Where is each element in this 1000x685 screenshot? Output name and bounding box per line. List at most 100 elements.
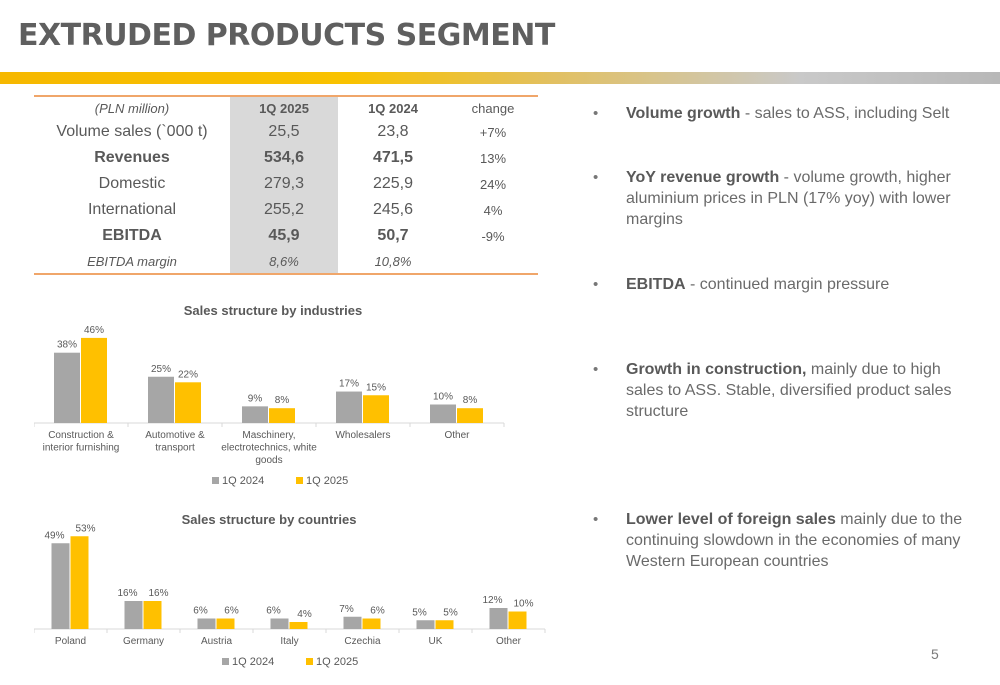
bullet-text: EBITDA - continued margin pressure	[626, 274, 971, 295]
slide-title: EXTRUDED PRODUCTS SEGMENT	[18, 18, 555, 53]
data-label: 53%	[75, 523, 95, 534]
data-label: 46%	[84, 325, 104, 336]
data-label: 16%	[148, 588, 168, 599]
category-label: Automotive &	[145, 430, 205, 441]
category-label: Poland	[55, 636, 86, 647]
bar-1q2024	[197, 618, 216, 629]
legend-swatch	[212, 477, 219, 484]
legend-swatch	[306, 658, 313, 665]
header-unit: (PLN million)	[34, 95, 230, 119]
bullet-heading: EBITDA	[626, 276, 686, 293]
bullet-symbol: •	[593, 511, 599, 528]
data-label: 4%	[297, 609, 312, 620]
table-row: EBITDA margin 8,6% 10,8%	[34, 249, 538, 275]
header-1q2025: 1Q 2025	[230, 95, 338, 119]
bullet-text: YoY revenue growth - volume growth, high…	[626, 167, 971, 230]
legend-label: 1Q 2024	[232, 656, 274, 668]
cell-1q2025: 255,2	[230, 197, 338, 223]
bullet-symbol: •	[593, 361, 599, 378]
category-label: UK	[429, 636, 443, 647]
category-label: Italy	[280, 636, 298, 647]
category-label: Construction &	[48, 430, 114, 441]
accent-band	[0, 72, 1000, 84]
bar-1q2024	[270, 618, 289, 629]
bullet-body: - sales to ASS, including Selt	[740, 105, 950, 122]
cell-1q2024: 10,8%	[338, 249, 448, 275]
data-label: 5%	[412, 607, 427, 618]
bullet-text: Lower level of foreign sales mainly due …	[626, 509, 971, 572]
row-label: EBITDA	[102, 227, 162, 244]
category-label: electrotechnics, white	[221, 443, 317, 454]
cell-1q2025: 25,5	[230, 119, 338, 145]
bar-1q2025	[143, 601, 162, 629]
cell-1q2025: 279,3	[230, 171, 338, 197]
bullet-text: Volume growth - sales to ASS, including …	[626, 103, 971, 124]
table-row: Volume sales (`000 t) 25,5 23,8 +7%	[34, 119, 538, 145]
data-label: 16%	[117, 588, 137, 599]
bar-1q2024	[148, 376, 174, 423]
bar-1q2025	[435, 620, 454, 629]
bar-1q2025	[457, 408, 483, 423]
row-label: Volume sales (`000 t)	[56, 123, 208, 140]
header-change: change	[448, 95, 538, 119]
table-row: International 255,2 245,6 4%	[34, 197, 538, 223]
cell-change: 13%	[479, 150, 507, 166]
category-label: Austria	[201, 636, 233, 647]
industries-chart: Sales structure by industries 38% 46% Const…	[34, 303, 505, 487]
bullet-body: - volume growth, higher aluminium prices…	[626, 169, 951, 228]
cell-1q2024: 23,8	[377, 123, 409, 140]
bullet-body: - continued margin pressure	[685, 276, 890, 293]
bar-1q2025	[70, 536, 89, 629]
table-row: EBITDA 45,9 50,7 -9%	[34, 223, 538, 249]
bar-1q2024	[336, 391, 362, 423]
legend-label: 1Q 2024	[222, 475, 264, 487]
bar-1q2024	[489, 608, 508, 629]
bar-1q2025	[269, 408, 295, 423]
data-label: 49%	[44, 530, 64, 541]
row-label: Revenues	[94, 149, 170, 166]
bar-1q2025	[216, 618, 235, 629]
row-label: Domestic	[98, 175, 166, 192]
category-label: goods	[255, 455, 282, 466]
legend-swatch	[222, 658, 229, 665]
cell-change: +7%	[479, 124, 507, 140]
bar-1q2024	[54, 352, 80, 423]
data-label: 5%	[443, 607, 458, 618]
category-label: Other	[444, 430, 470, 441]
bullet-symbol: •	[593, 276, 599, 293]
data-label: 25%	[151, 364, 171, 375]
data-label: 7%	[339, 604, 354, 615]
row-label: International	[87, 201, 177, 218]
category-label: interior furnishing	[43, 443, 120, 454]
data-label: 17%	[339, 379, 359, 390]
legend-label: 1Q 2025	[316, 656, 358, 668]
cell-1q2025: 534,6	[230, 145, 338, 171]
data-label: 9%	[248, 393, 263, 404]
data-label: 6%	[266, 606, 281, 617]
cell-change: 4%	[483, 202, 503, 218]
bullet-symbol: •	[593, 105, 599, 122]
bar-1q2025	[363, 395, 389, 423]
bar-1q2025	[81, 337, 107, 423]
cell-1q2025: 45,9	[230, 223, 338, 249]
cell-1q2024: 225,9	[372, 175, 414, 192]
cell-1q2024: 471,5	[372, 149, 414, 166]
table-header-row: (PLN million) 1Q 2025 1Q 2024 change	[34, 95, 538, 119]
cell-change	[448, 249, 538, 275]
data-label: 8%	[275, 395, 290, 406]
bullet-heading: Lower level of foreign sales	[626, 511, 836, 528]
data-label: 10%	[513, 599, 533, 610]
bar-1q2024	[416, 620, 435, 629]
category-label: Germany	[123, 636, 164, 647]
cell-1q2025: 8,6%	[230, 249, 338, 275]
data-label: 15%	[366, 382, 386, 393]
bar-1q2024	[242, 406, 268, 423]
legend-swatch	[296, 477, 303, 484]
bar-1q2025	[289, 622, 308, 629]
bullet-body: mainly due to high sales to ASS. Stable,…	[626, 361, 952, 420]
cell-change: -9%	[481, 228, 505, 244]
table-row: Domestic 279,3 225,9 24%	[34, 171, 538, 197]
bullet-body: mainly due to the continuing slowdown in…	[626, 511, 963, 570]
financial-table: (PLN million) 1Q 2025 1Q 2024 change Vol…	[34, 95, 538, 275]
table-row: Revenues 534,6 471,5 13%	[34, 145, 538, 171]
